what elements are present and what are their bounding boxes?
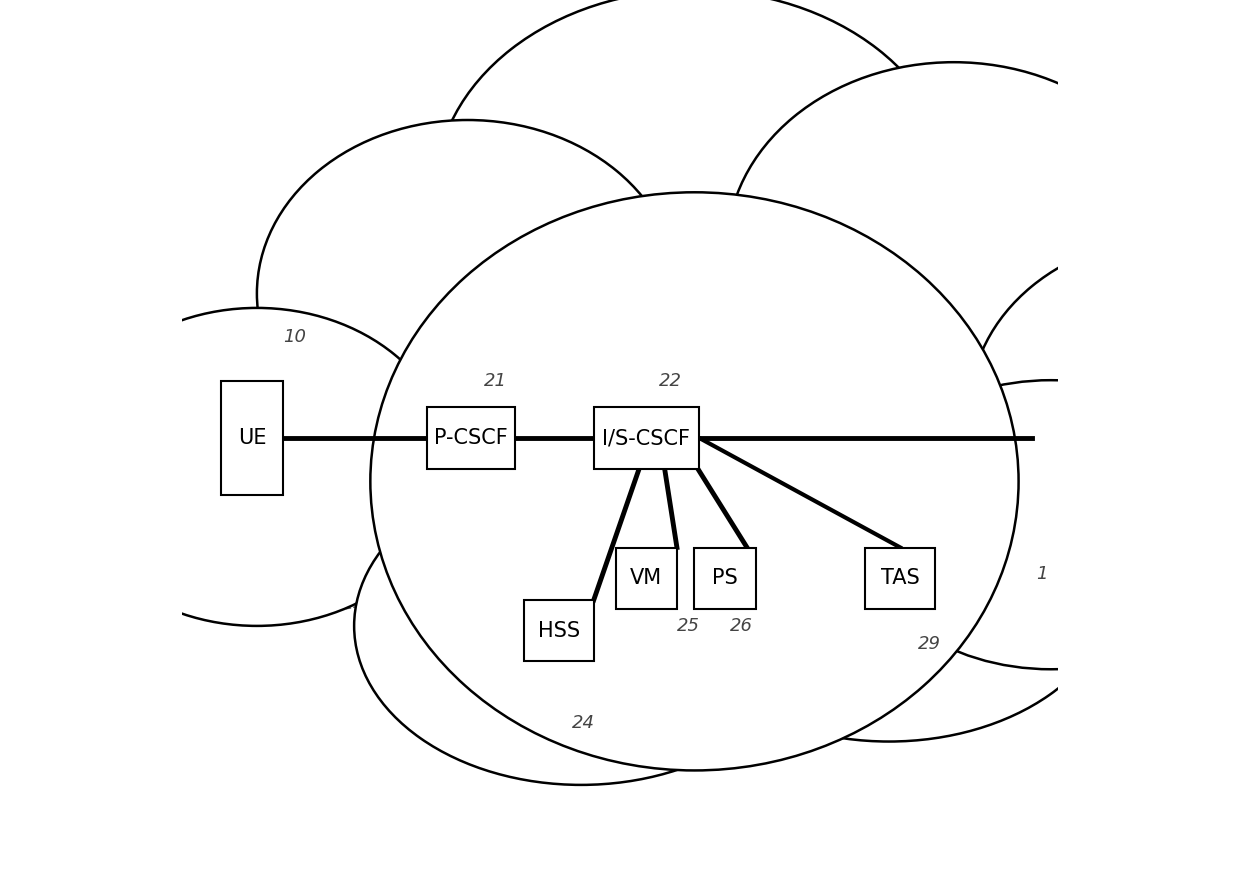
Text: 1: 1 bbox=[1037, 565, 1048, 583]
FancyBboxPatch shape bbox=[694, 548, 755, 609]
FancyBboxPatch shape bbox=[866, 548, 935, 609]
Text: P-CSCF: P-CSCF bbox=[434, 428, 508, 448]
Text: UE: UE bbox=[238, 428, 267, 448]
Text: TAS: TAS bbox=[880, 569, 920, 588]
FancyBboxPatch shape bbox=[594, 407, 699, 469]
Ellipse shape bbox=[662, 424, 1116, 741]
Text: 21: 21 bbox=[484, 372, 507, 390]
FancyBboxPatch shape bbox=[615, 548, 677, 609]
Text: I/S-CSCF: I/S-CSCF bbox=[603, 428, 691, 448]
Text: PS: PS bbox=[712, 569, 738, 588]
Ellipse shape bbox=[62, 308, 451, 626]
FancyBboxPatch shape bbox=[428, 407, 515, 469]
Ellipse shape bbox=[435, 0, 954, 395]
FancyBboxPatch shape bbox=[523, 600, 594, 661]
Text: 29: 29 bbox=[918, 635, 941, 653]
FancyBboxPatch shape bbox=[222, 381, 283, 495]
Ellipse shape bbox=[727, 62, 1180, 438]
Text: 10: 10 bbox=[283, 328, 306, 346]
Text: 25: 25 bbox=[677, 618, 699, 635]
Text: HSS: HSS bbox=[538, 621, 580, 640]
Text: VM: VM bbox=[630, 569, 662, 588]
Ellipse shape bbox=[857, 380, 1240, 669]
Ellipse shape bbox=[970, 236, 1240, 583]
Ellipse shape bbox=[371, 192, 1018, 771]
Text: 26: 26 bbox=[729, 618, 753, 635]
Ellipse shape bbox=[257, 120, 678, 467]
Ellipse shape bbox=[355, 467, 808, 785]
Text: 22: 22 bbox=[660, 372, 682, 390]
Text: 24: 24 bbox=[572, 714, 595, 731]
